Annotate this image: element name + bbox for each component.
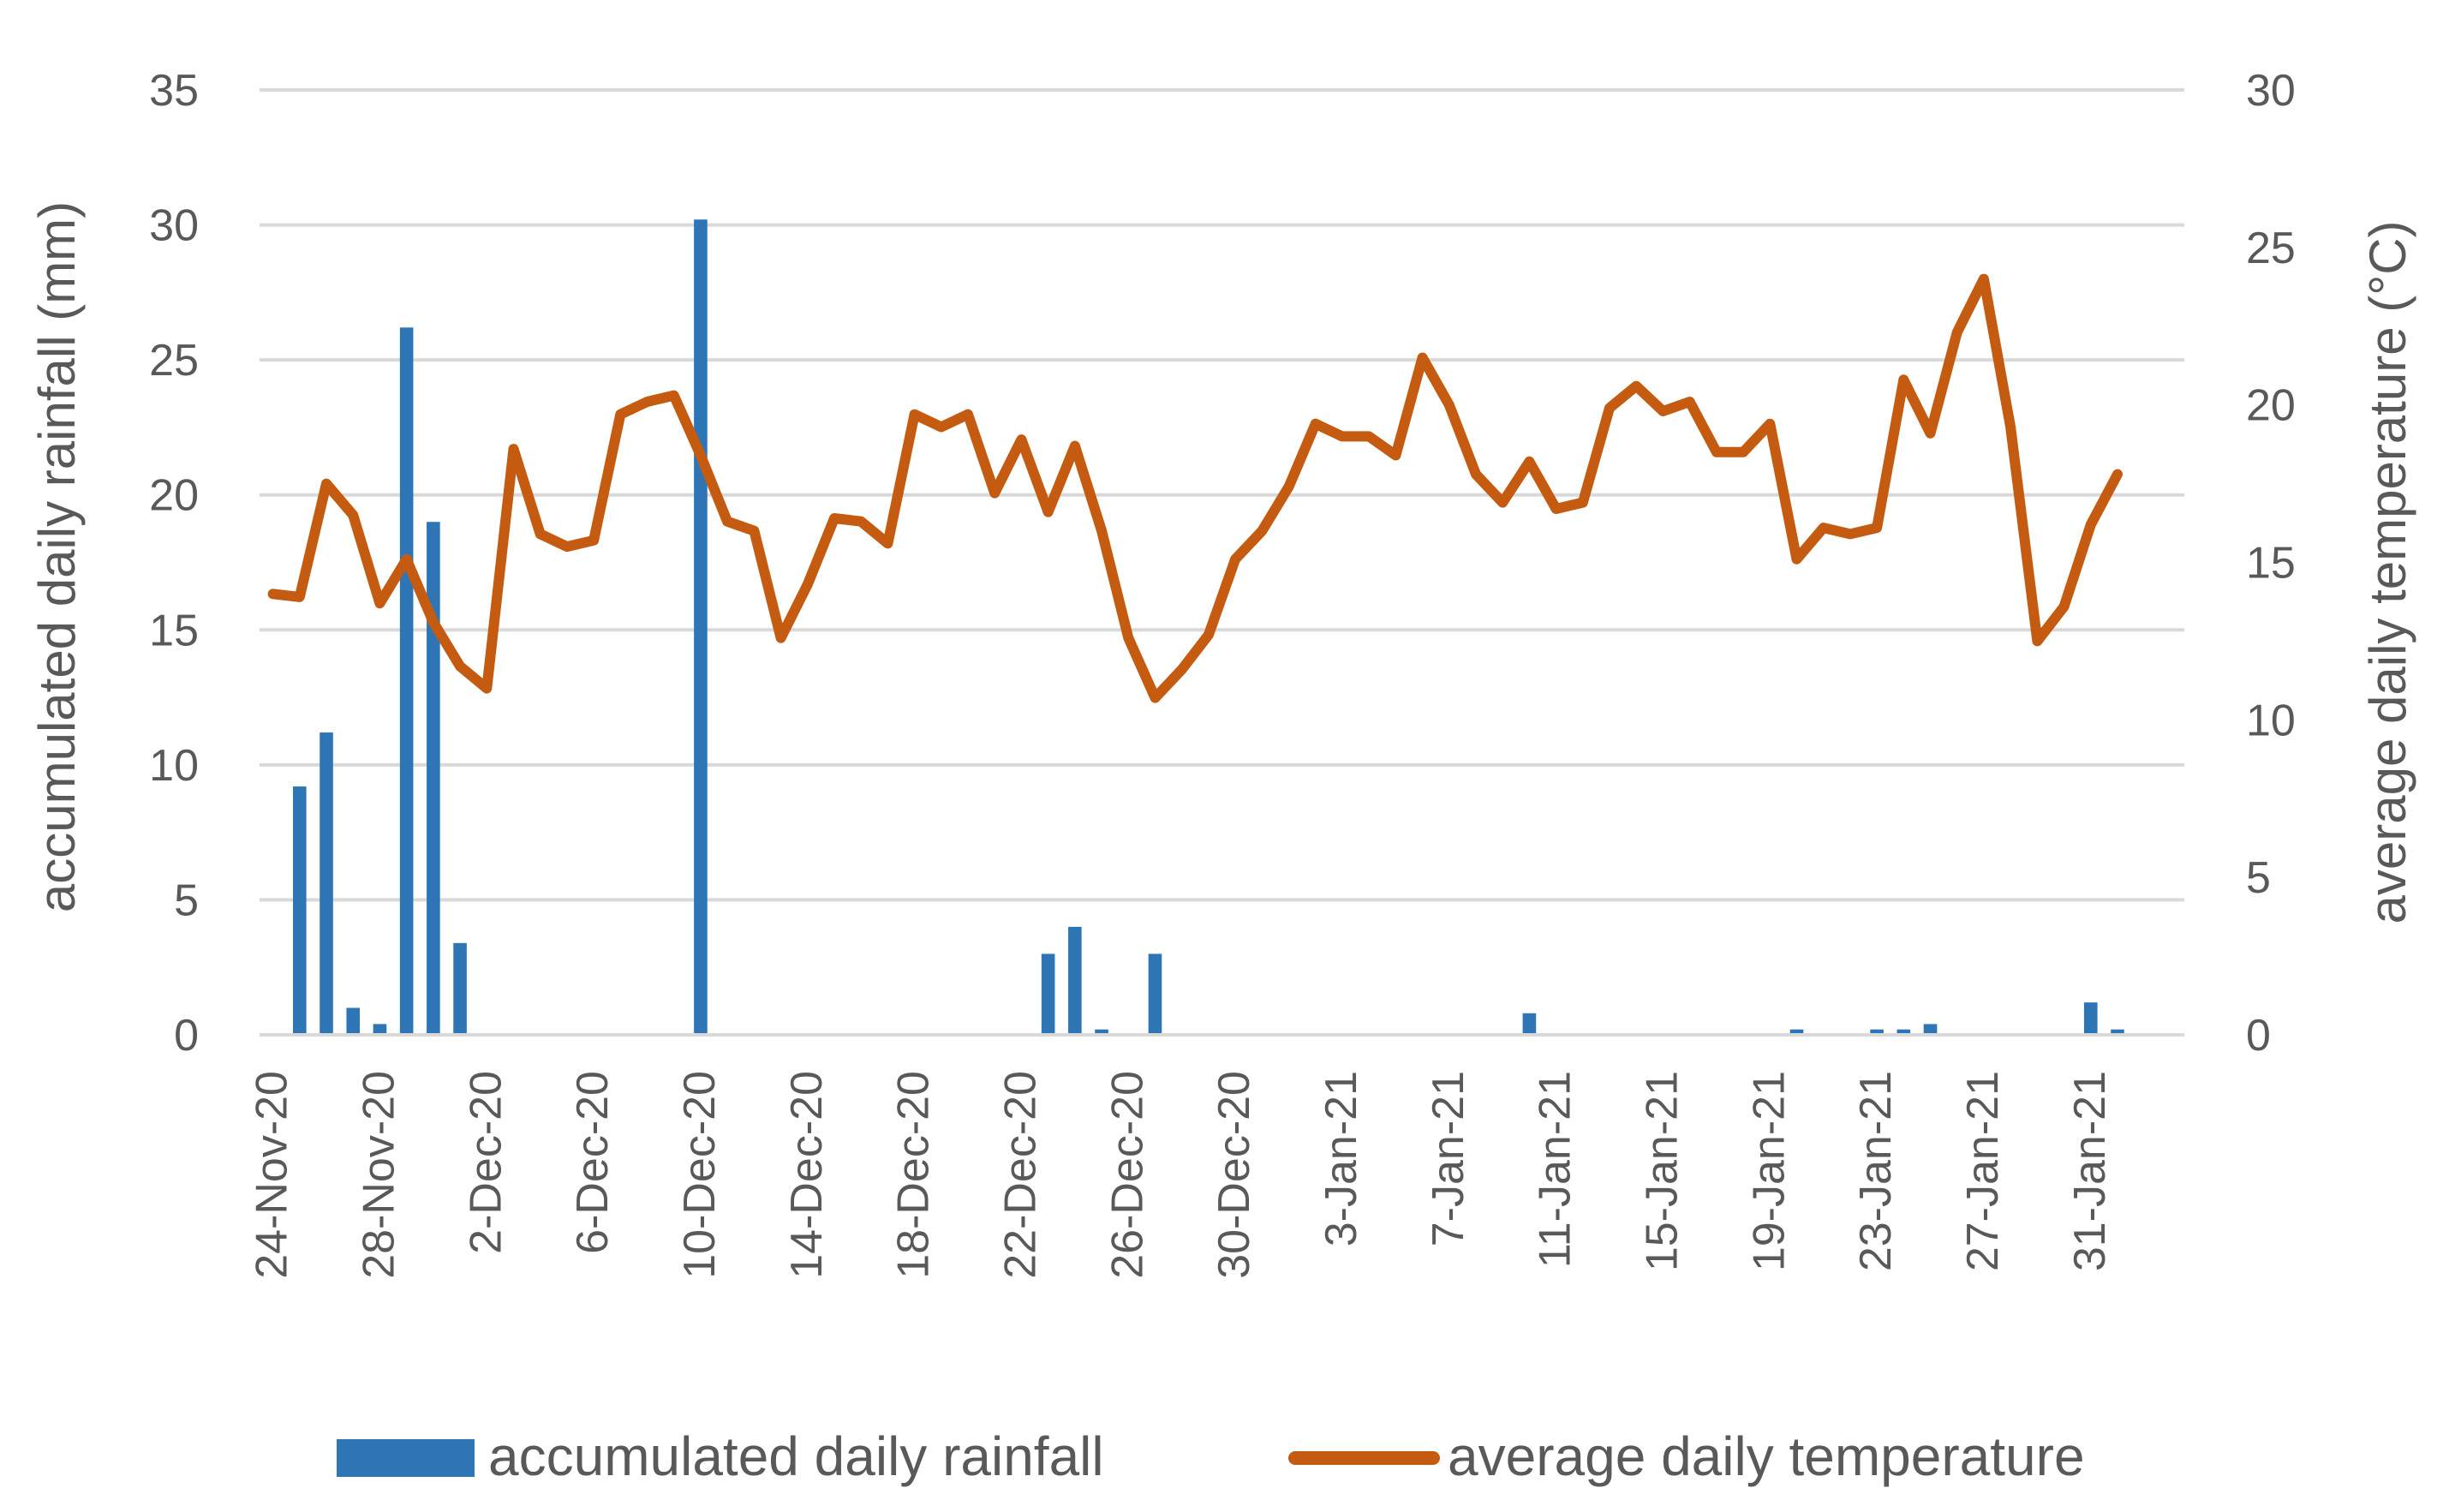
x-tick-label: 28-Nov-20 bbox=[354, 1071, 403, 1279]
rainfall-bar bbox=[1041, 953, 1055, 1035]
legend-swatch-rainfall bbox=[337, 1439, 475, 1477]
x-tick-label: 15-Jan-21 bbox=[1637, 1071, 1687, 1271]
rainfall-bar bbox=[293, 786, 307, 1035]
right-y-tick-label: 0 bbox=[2246, 1011, 2271, 1061]
right-y-ticks: 0 5 10 15 20 25 30 bbox=[2246, 66, 2296, 1061]
rainfall-bar bbox=[1068, 926, 1082, 1035]
rainfall-bar bbox=[2083, 1002, 2098, 1035]
right-y-tick-label: 25 bbox=[2246, 224, 2296, 273]
left-y-tick-label: 35 bbox=[149, 66, 199, 116]
rainfall-bars bbox=[293, 219, 2124, 1036]
left-y-tick-label: 10 bbox=[149, 741, 199, 791]
rainfall-bar bbox=[1522, 1013, 1537, 1035]
right-y-tick-label: 30 bbox=[2246, 66, 2296, 116]
x-tick-label: 10-Dec-20 bbox=[675, 1071, 725, 1279]
x-tick-label: 3-Jan-21 bbox=[1317, 1071, 1366, 1246]
legend: accumulated daily rainfall average daily… bbox=[337, 1425, 2085, 1487]
x-tick-label: 18-Dec-20 bbox=[889, 1071, 939, 1279]
gridlines bbox=[260, 88, 2184, 902]
temperature-line-group bbox=[267, 273, 2123, 703]
right-y-tick-label: 10 bbox=[2246, 696, 2296, 745]
left-y-tick-label: 5 bbox=[174, 876, 199, 925]
x-tick-label: 7-Jan-21 bbox=[1424, 1071, 1473, 1246]
rainfall-bar bbox=[2111, 1029, 2124, 1035]
x-tick-label: 23-Jan-21 bbox=[1851, 1071, 1901, 1271]
x-tick-label: 19-Jan-21 bbox=[1744, 1071, 1794, 1271]
x-tick-label: 24-Nov-20 bbox=[248, 1071, 297, 1279]
right-y-tick-label: 5 bbox=[2246, 853, 2271, 903]
x-tick-label: 6-Dec-20 bbox=[568, 1071, 618, 1254]
rainfall-bar bbox=[694, 219, 708, 1036]
right-y-tick-label: 20 bbox=[2246, 381, 2296, 431]
legend-label-temperature: average daily temperature bbox=[1448, 1425, 2085, 1487]
right-axis-title: average daily temperature (°C) bbox=[2359, 220, 2416, 923]
left-y-ticks: 0 5 10 15 20 25 30 35 bbox=[149, 66, 199, 1061]
x-tick-label: 22-Dec-20 bbox=[995, 1071, 1045, 1279]
rainfall-bar bbox=[399, 327, 414, 1036]
rainfall-bar bbox=[1897, 1029, 1911, 1035]
left-y-tick-label: 20 bbox=[149, 471, 199, 521]
x-tick-label: 14-Dec-20 bbox=[782, 1071, 832, 1279]
rainfall-bar bbox=[1923, 1024, 1938, 1035]
rainfall-bar bbox=[1789, 1029, 1804, 1035]
rainfall-bar bbox=[1095, 1029, 1108, 1035]
left-y-tick-label: 0 bbox=[174, 1011, 199, 1061]
x-tick-label: 11-Jan-21 bbox=[1531, 1071, 1580, 1268]
rainfall-bar bbox=[320, 732, 333, 1035]
rainfall-bar bbox=[346, 1007, 361, 1035]
rainfall-bar bbox=[1870, 1029, 1884, 1035]
legend-label-rainfall: accumulated daily rainfall bbox=[488, 1425, 1104, 1487]
left-y-tick-label: 25 bbox=[149, 336, 199, 385]
right-y-tick-label: 15 bbox=[2246, 539, 2296, 589]
x-tick-label: 30-Dec-20 bbox=[1210, 1071, 1259, 1279]
x-tick-label: 31-Jan-21 bbox=[2065, 1071, 2115, 1271]
rainfall-bar bbox=[1148, 953, 1162, 1035]
x-tick-label: 2-Dec-20 bbox=[461, 1071, 511, 1254]
left-y-tick-label: 15 bbox=[149, 606, 199, 655]
left-y-tick-label: 30 bbox=[149, 201, 199, 251]
rainfall-bar bbox=[427, 522, 440, 1035]
rainfall-bar bbox=[453, 942, 467, 1035]
x-axis-ticks: 24-Nov-20 28-Nov-20 2-Dec-20 6-Dec-20 10-Dec… bbox=[248, 1071, 2115, 1279]
left-axis-title: accumulated daily rainfall (mm) bbox=[28, 201, 86, 912]
x-tick-label: 27-Jan-21 bbox=[1958, 1071, 2008, 1271]
temperature-line bbox=[267, 273, 2123, 703]
x-tick-label: 26-Dec-20 bbox=[1102, 1071, 1152, 1279]
rainfall-bar bbox=[373, 1024, 387, 1035]
